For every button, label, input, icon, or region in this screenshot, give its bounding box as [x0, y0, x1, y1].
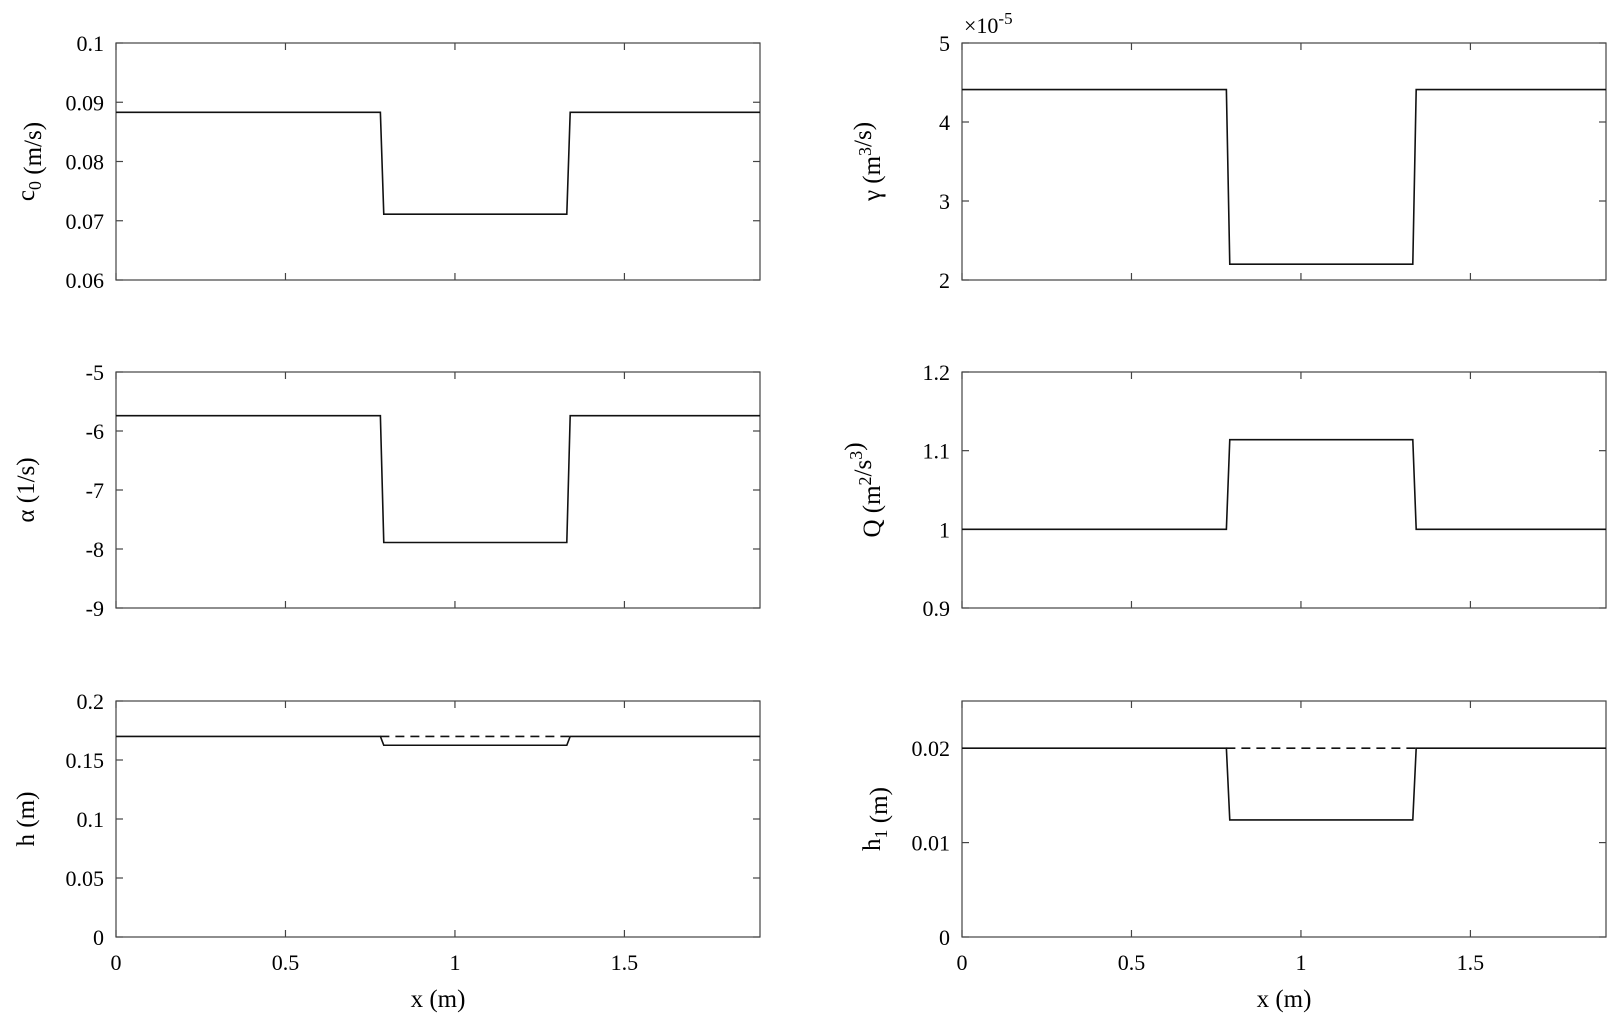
series-line-solid — [962, 747, 1606, 821]
x-tick-label: 1.5 — [1457, 950, 1485, 975]
y-tick-label: 0.1 — [77, 31, 105, 56]
y-tick-label: 0.2 — [77, 689, 105, 714]
axes-frame — [961, 700, 1607, 938]
y-tick-label: 0.08 — [66, 150, 105, 175]
y-tick-label: -8 — [86, 537, 104, 562]
x-axis-label: x (m) — [1257, 986, 1312, 1013]
y-tick-label: -6 — [86, 419, 104, 444]
x-tick-label: 0.5 — [272, 950, 300, 975]
series-line-solid — [116, 111, 760, 216]
y-axis-label: h (m) — [13, 792, 40, 847]
y-tick-label: 5 — [939, 31, 950, 56]
x-axis-label: x (m) — [411, 986, 466, 1013]
x-tick-label: 1 — [449, 950, 460, 975]
y-tick-label: 0 — [93, 925, 104, 950]
y-tick-label: -5 — [86, 360, 104, 385]
y-tick-label: 1 — [939, 517, 950, 542]
x-tick-label: 0 — [111, 950, 122, 975]
y-tick-label: 3 — [939, 189, 950, 214]
axes-frame — [115, 42, 761, 281]
axes-frame — [115, 371, 761, 609]
y-tick-label: 0.9 — [923, 596, 951, 621]
y-axis-label: Q (m2/s3) — [841, 442, 886, 537]
chart-panel-5: 0 0.5 1 1.5 0 0.05 0.1 0.15 0.2 h (m) x (m) — [13, 689, 761, 1013]
y-tick-label: -9 — [86, 596, 104, 621]
series-line-solid — [962, 438, 1606, 531]
y-tick-label: 4 — [939, 110, 950, 135]
chart-panel-3: -9 -8 -7 -6 -5 α (1/s) — [13, 360, 761, 621]
series-line-solid — [116, 735, 760, 747]
axes-frame — [961, 371, 1607, 609]
y-tick-label: -7 — [86, 478, 104, 503]
y-tick-label: 0.1 — [77, 807, 105, 832]
y-tick-label: 0.06 — [66, 268, 105, 293]
y-tick-label: 1.1 — [923, 439, 951, 464]
y-axis-label: γ (m3/s) — [850, 122, 886, 202]
series-line-solid — [116, 414, 760, 544]
y-tick-label: 0.01 — [912, 831, 951, 856]
y-axis-multiplier: ×10-5 — [964, 9, 1013, 38]
series-line-solid — [962, 88, 1606, 266]
y-tick-label: 0.02 — [912, 736, 951, 761]
y-axis-label: α (1/s) — [13, 457, 40, 522]
y-tick-label: 0.07 — [66, 209, 105, 234]
y-tick-label: 2 — [939, 268, 950, 293]
y-tick-label: 0.05 — [66, 866, 105, 891]
x-tick-label: 0.5 — [1118, 950, 1146, 975]
axes-frame — [961, 42, 1607, 281]
y-tick-label: 1.2 — [923, 360, 951, 385]
y-axis-label: h1 (m) — [859, 787, 893, 851]
y-tick-label: 0.09 — [66, 90, 105, 115]
x-tick-label: 0 — [957, 950, 968, 975]
x-tick-label: 1.5 — [611, 950, 639, 975]
x-tick-label: 1 — [1295, 950, 1306, 975]
y-axis-label: c0 (m/s) — [13, 122, 47, 201]
y-tick-label: 0.15 — [66, 748, 105, 773]
chart-panel-2: 2 3 4 5 ×10-5 γ (m3/s) — [850, 9, 1607, 293]
chart-panel-4: 0.9 1 1.1 1.2 Q (m2/s3) — [841, 360, 1607, 621]
chart-panel-1: 0.06 0.07 0.08 0.09 0.1 c0 (m/s) — [13, 31, 761, 293]
y-tick-label: 0 — [939, 925, 950, 950]
chart-panel-6: 0 0.5 1 1.5 0 0.01 0.02 h1 (m) x (m) — [859, 700, 1607, 1013]
